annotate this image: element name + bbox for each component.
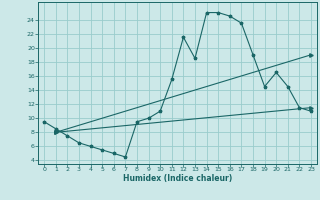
X-axis label: Humidex (Indice chaleur): Humidex (Indice chaleur) xyxy=(123,174,232,183)
